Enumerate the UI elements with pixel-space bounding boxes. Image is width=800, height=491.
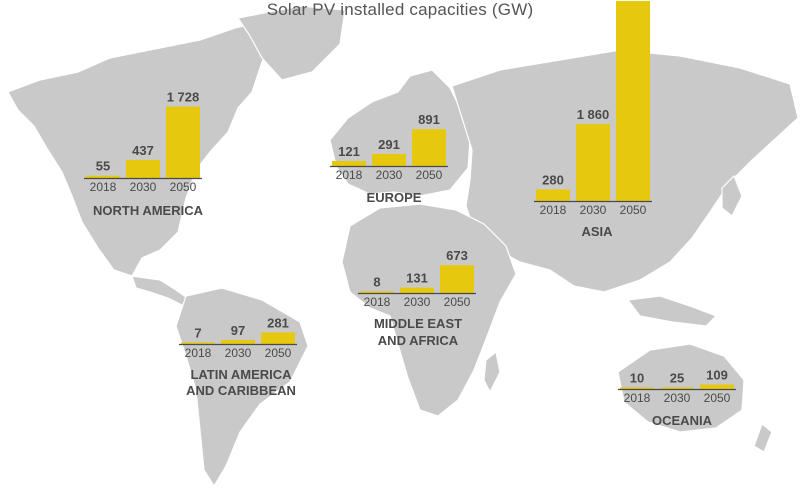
bar-europe-2018 (332, 160, 366, 166)
value-label-oceania-2030: 25 (670, 371, 684, 386)
value-label-oceania-2050: 109 (706, 367, 728, 382)
africa-landmass (341, 203, 517, 417)
bar-middle-east-and-africa-2018 (360, 291, 394, 293)
japan-landmass (721, 174, 743, 217)
value-label-asia-2030: 1 860 (577, 107, 610, 122)
chart-title: Solar PV installed capacities (GW) (266, 0, 534, 19)
region-chart-middle-east-and-africa: 8 2018 131 2030 673 2050 MIDDLE EAST AND AFRICA (358, 248, 476, 348)
year-label-north-america-2018: 2018 (90, 180, 117, 194)
bar-north-america-2018 (86, 175, 120, 178)
year-label-asia-2018: 2018 (540, 203, 567, 217)
greenland-landmass (237, 5, 346, 81)
bar-oceania-2050 (700, 384, 734, 389)
region-name-middle-east-and-africa-line1: MIDDLE EAST (374, 316, 462, 331)
region-name-north-america: NORTH AMERICA (93, 203, 204, 218)
value-label-north-america-2030: 437 (132, 143, 154, 158)
year-label-europe-2050: 2050 (416, 168, 443, 182)
new-zealand-landmass (753, 423, 773, 453)
year-label-middle-east-and-africa-2030: 2030 (404, 295, 431, 309)
region-chart-europe: 121 2018 291 2030 891 2050 EUROPE (330, 112, 448, 205)
year-label-oceania-2018: 2018 (624, 391, 651, 405)
bar-oceania-2018 (620, 387, 654, 389)
bar-latin-america-and-caribbean-2030 (221, 339, 255, 344)
year-label-europe-2018: 2018 (336, 168, 363, 182)
bar-europe-2050 (412, 129, 446, 166)
southeast-asia-islands (626, 295, 718, 327)
year-label-asia-2030: 2030 (580, 203, 607, 217)
value-label-oceania-2018: 10 (630, 371, 644, 386)
year-label-asia-2050: 2050 (620, 203, 647, 217)
value-label-north-america-2018: 55 (96, 159, 110, 174)
bar-europe-2030 (372, 153, 406, 166)
bar-middle-east-and-africa-2030 (400, 287, 434, 293)
year-label-middle-east-and-africa-2018: 2018 (364, 295, 391, 309)
value-label-latin-america-and-caribbean-2030: 97 (231, 323, 245, 338)
region-name-europe: EUROPE (367, 190, 422, 205)
bar-oceania-2030 (660, 387, 694, 389)
value-label-latin-america-and-caribbean-2018: 7 (194, 326, 201, 341)
bar-latin-america-and-caribbean-2050 (261, 332, 295, 344)
region-chart-oceania: 10 2018 25 2030 109 2050 OCEANIA (618, 367, 736, 428)
value-label-asia-2018: 280 (542, 172, 564, 187)
year-label-europe-2030: 2030 (376, 168, 403, 182)
value-label-north-america-2050: 1 728 (167, 90, 200, 105)
region-name-asia: ASIA (581, 224, 613, 239)
year-label-latin-america-and-caribbean-2018: 2018 (185, 346, 212, 360)
value-label-europe-2050: 891 (418, 112, 440, 127)
value-label-middle-east-and-africa-2030: 131 (406, 271, 428, 286)
year-label-latin-america-and-caribbean-2050: 2050 (265, 346, 292, 360)
region-name-oceania: OCEANIA (652, 413, 713, 428)
region-chart-north-america: 55 2018 437 2030 1 728 2050 NORTH AMERICA (84, 90, 204, 218)
bar-asia-2050 (616, 1, 650, 201)
year-label-oceania-2050: 2050 (704, 391, 731, 405)
madagascar-landmass (483, 350, 501, 394)
year-label-north-america-2030: 2030 (130, 180, 157, 194)
bar-asia-2018 (536, 189, 570, 201)
value-label-middle-east-and-africa-2050: 673 (446, 248, 468, 263)
value-label-europe-2030: 291 (378, 137, 400, 152)
value-label-europe-2018: 121 (338, 144, 360, 159)
year-label-middle-east-and-africa-2050: 2050 (444, 295, 471, 309)
region-name-middle-east-and-africa-line2: AND AFRICA (378, 333, 459, 348)
bar-north-america-2050 (166, 106, 200, 178)
bar-asia-2030 (576, 124, 610, 201)
value-label-middle-east-and-africa-2018: 8 (373, 275, 380, 290)
bar-north-america-2030 (126, 159, 160, 178)
year-label-latin-america-and-caribbean-2030: 2030 (225, 346, 252, 360)
year-label-north-america-2050: 2050 (170, 180, 197, 194)
bar-latin-america-and-caribbean-2018 (181, 342, 215, 344)
region-name-latin-america-and-caribbean-line1: LATIN AMERICA (190, 367, 292, 382)
bar-middle-east-and-africa-2050 (440, 265, 474, 293)
value-label-latin-america-and-caribbean-2050: 281 (267, 315, 289, 330)
region-name-latin-america-and-caribbean-line2: AND CARIBBEAN (186, 383, 296, 398)
year-label-oceania-2030: 2030 (664, 391, 691, 405)
